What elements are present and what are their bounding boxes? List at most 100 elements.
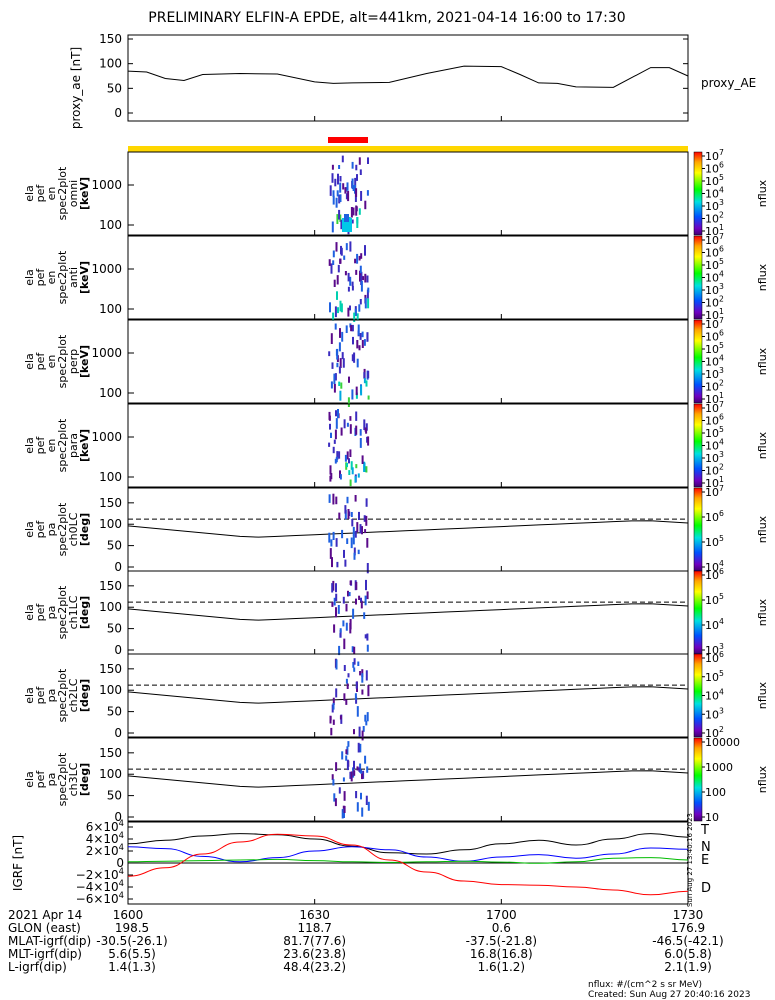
data-pixel	[351, 389, 354, 400]
colorbar-tick-label: 104	[705, 617, 724, 632]
data-pixel	[337, 173, 339, 185]
data-pixel	[332, 697, 335, 705]
colorbar-tick-label: 107	[705, 148, 724, 163]
y-tick-label: 1000	[91, 262, 122, 276]
colorbar-tick-label: 107	[705, 484, 724, 499]
data-pixel	[349, 771, 352, 779]
data-pixel	[342, 218, 352, 232]
data-pixel	[337, 605, 340, 614]
y-tick-label: 50	[107, 789, 122, 803]
y-tick-label: 100	[99, 218, 122, 232]
ae-tick-label: 0	[114, 106, 122, 120]
data-pixel	[337, 264, 340, 273]
data-pixel	[358, 767, 361, 772]
colorbar-tick-label: 107	[705, 232, 724, 247]
data-pixel	[333, 383, 336, 393]
data-pixel	[343, 805, 346, 813]
colorbar-tick-label: 103	[705, 450, 724, 465]
data-pixel	[347, 741, 350, 747]
data-pixel	[335, 418, 338, 429]
data-pixel	[330, 473, 333, 480]
data-pixel	[360, 280, 363, 292]
panel-ylabel: ela	[23, 687, 36, 704]
data-pixel	[366, 190, 369, 196]
panel-ylabel: en	[45, 439, 58, 453]
panel-ylabel: pef	[34, 436, 47, 455]
data-pixel	[359, 671, 362, 676]
colorbar	[693, 319, 703, 404]
panel-ylabel: spec2plot	[56, 418, 69, 472]
data-pixel	[339, 214, 342, 222]
data-pixel	[354, 308, 357, 316]
data-pixel	[356, 802, 359, 812]
data-pixel	[346, 422, 349, 427]
data-pixel	[355, 791, 358, 799]
colorbar-tick-label: 105	[705, 534, 724, 549]
data-pixel	[346, 538, 349, 544]
panel-ylabel: spec2plot	[56, 752, 69, 806]
data-pixel	[328, 415, 331, 421]
panel-ylabel: ch2LC	[67, 678, 80, 712]
igrf-tick-label: −6×104	[76, 890, 124, 906]
data-pixel	[351, 281, 354, 287]
data-pixel	[363, 612, 366, 619]
data-pixel	[336, 561, 339, 568]
footer-row-label: L-igrf(dip)	[8, 960, 67, 974]
colorbar-tick-label: 104	[705, 688, 724, 703]
data-pixel	[367, 685, 370, 697]
data-pixel	[340, 382, 343, 389]
data-pixel	[355, 269, 358, 275]
colorbar-tick-label: 104	[705, 354, 724, 369]
y-tick-label: 150	[99, 746, 122, 760]
data-pixel	[365, 720, 368, 726]
data-pixel	[365, 795, 368, 805]
colorbar-tick-label: 105	[705, 669, 724, 684]
panel-ylabel: pef	[34, 184, 47, 203]
data-pixel	[341, 352, 344, 360]
data-pixel	[353, 547, 356, 556]
data-pixel	[345, 243, 348, 251]
data-pixel	[339, 328, 341, 338]
footer-value-mlt: 6.0(5.8)	[664, 947, 712, 961]
colorbar	[693, 403, 703, 488]
data-pixel	[338, 381, 341, 386]
data-pixel	[360, 191, 363, 201]
footer-value-l: 1.6(1.2)	[478, 960, 526, 974]
panel-frame	[127, 737, 689, 822]
data-pixel	[341, 751, 344, 760]
data-pixel	[346, 451, 349, 460]
panel-ylabel: ch3LC	[67, 762, 80, 796]
data-pixel	[367, 395, 370, 400]
data-pixel	[332, 446, 335, 454]
data-pixel	[358, 208, 361, 215]
colorbar-tick-label: 10000	[705, 736, 740, 749]
data-pixel	[356, 253, 359, 264]
y-tick-label: 50	[107, 705, 122, 719]
y-tick-label: 150	[99, 579, 122, 593]
data-pixel	[340, 219, 343, 230]
data-pixel	[351, 285, 354, 291]
data-pixel	[366, 538, 369, 548]
igrf-series-E	[127, 857, 689, 864]
colorbar-label: nflux	[756, 681, 769, 709]
data-pixel	[357, 324, 360, 336]
igrf-tick-label: 2×104	[86, 842, 124, 858]
colorbar-tick-label: 104	[705, 270, 724, 285]
colorbar	[693, 151, 703, 236]
panel-ylabel: spec2plot	[56, 502, 69, 556]
data-pixel	[339, 390, 342, 401]
data-pixel	[338, 165, 341, 169]
data-pixel	[335, 762, 338, 772]
footer-value-mlat: 81.7(77.6)	[283, 934, 346, 948]
data-pixel	[345, 622, 348, 631]
data-pixel	[333, 597, 336, 606]
y-tick-label: 50	[107, 622, 122, 636]
colorbar-tick-label: 1000	[705, 761, 733, 774]
data-pixel	[334, 178, 337, 187]
data-pixel	[364, 273, 367, 283]
data-pixel	[351, 646, 354, 653]
footer-value-mlat: -37.5(-21.8)	[466, 934, 537, 948]
data-pixel	[354, 177, 357, 189]
colorbar-tick-label: 103	[705, 706, 724, 721]
y-tick-label: 0	[114, 810, 122, 824]
